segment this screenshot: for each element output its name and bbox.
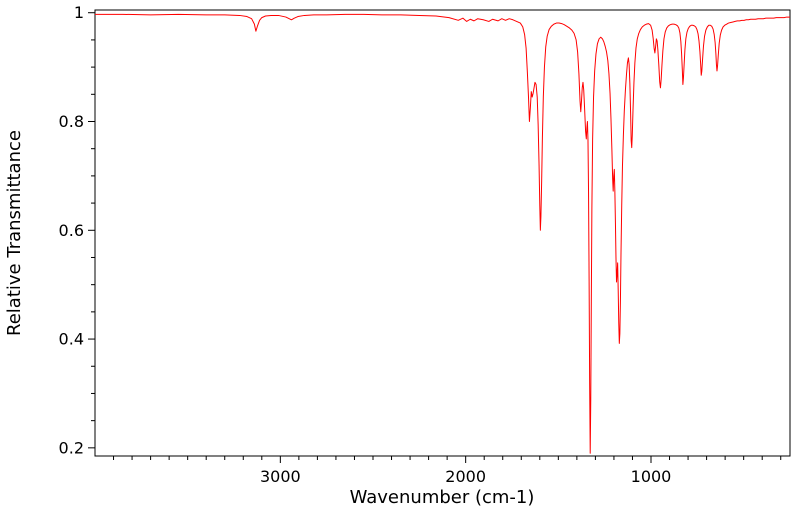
y-minor-ticks: [91, 39, 95, 422]
x-tick-labels: 3000 2000 1000: [260, 467, 671, 486]
plot-frame: [94, 9, 791, 457]
y-tick-label: 1: [74, 3, 84, 22]
y-tick-label: 0.6: [59, 221, 84, 240]
spectrum-line-group: [95, 13, 790, 454]
x-tick-label: 3000: [260, 467, 301, 486]
x-major-ticks: [279, 456, 652, 463]
x-tick-label: 1000: [631, 467, 672, 486]
y-major-ticks: [88, 12, 95, 449]
x-tick-label: 2000: [445, 467, 486, 486]
y-tick-labels: 0.2 0.4 0.6 0.8 1: [59, 3, 84, 457]
y-tick-label: 0.8: [59, 112, 84, 131]
y-axis-label: Relative Transmittance: [4, 130, 25, 336]
y-tick-label: 0.4: [59, 330, 84, 349]
x-axis-label: Wavenumber (cm-1): [350, 487, 535, 508]
spectrum-line: [95, 13, 790, 454]
y-tick-label: 0.2: [59, 438, 84, 457]
x-minor-ticks: [113, 456, 782, 460]
